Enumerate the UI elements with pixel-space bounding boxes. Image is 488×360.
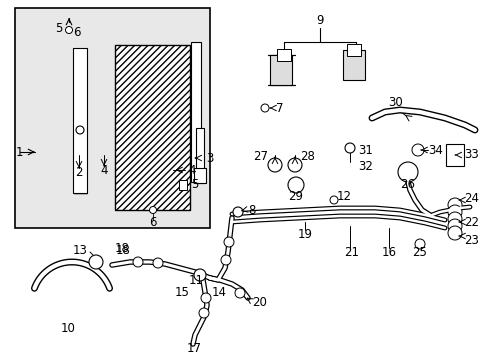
Text: 16: 16 <box>381 246 396 258</box>
Circle shape <box>224 237 234 247</box>
Circle shape <box>235 288 244 298</box>
Bar <box>15 8 209 228</box>
Text: 15: 15 <box>175 285 190 298</box>
Bar <box>346 44 360 56</box>
Text: 28: 28 <box>299 149 314 162</box>
Text: 22: 22 <box>463 216 478 229</box>
Circle shape <box>345 143 354 153</box>
Text: 26: 26 <box>400 177 415 190</box>
Text: 18: 18 <box>116 243 131 256</box>
Text: 12: 12 <box>336 189 351 202</box>
Circle shape <box>447 226 461 240</box>
Circle shape <box>65 27 72 33</box>
Circle shape <box>76 126 84 134</box>
Text: 18: 18 <box>115 242 130 255</box>
Circle shape <box>411 144 423 156</box>
Bar <box>194 167 205 183</box>
Text: 31: 31 <box>357 144 372 157</box>
Text: 2: 2 <box>75 166 82 179</box>
Bar <box>269 55 291 85</box>
Bar <box>73 48 87 193</box>
Circle shape <box>194 269 205 281</box>
Text: 20: 20 <box>251 296 266 309</box>
Circle shape <box>414 239 424 249</box>
Text: 4: 4 <box>100 163 107 176</box>
Bar <box>191 42 201 182</box>
Text: 10: 10 <box>61 321 75 334</box>
Text: 5: 5 <box>55 22 62 35</box>
Circle shape <box>89 255 103 269</box>
Circle shape <box>447 198 461 212</box>
Text: 4: 4 <box>187 163 195 176</box>
Bar <box>276 49 290 61</box>
Bar <box>445 144 463 166</box>
Circle shape <box>232 207 243 217</box>
Bar <box>179 180 186 190</box>
Circle shape <box>201 293 210 303</box>
Circle shape <box>153 258 163 268</box>
Text: 7: 7 <box>275 102 283 114</box>
Bar <box>115 45 190 210</box>
Text: 6: 6 <box>73 26 81 39</box>
Text: 11: 11 <box>188 274 203 287</box>
Text: 30: 30 <box>388 95 403 108</box>
Text: 14: 14 <box>212 285 226 298</box>
Circle shape <box>287 177 304 193</box>
Text: 3: 3 <box>205 152 213 165</box>
Text: 24: 24 <box>463 192 478 204</box>
Circle shape <box>447 212 461 226</box>
Text: 33: 33 <box>463 148 478 162</box>
Text: 29: 29 <box>288 189 303 202</box>
Circle shape <box>267 158 282 172</box>
Text: 9: 9 <box>316 13 323 27</box>
Circle shape <box>261 104 268 112</box>
Text: 17: 17 <box>186 342 201 355</box>
Circle shape <box>447 219 461 233</box>
Text: 25: 25 <box>412 246 427 258</box>
Circle shape <box>199 308 208 318</box>
Text: 21: 21 <box>344 246 359 258</box>
Text: 13: 13 <box>73 243 88 256</box>
Circle shape <box>221 255 230 265</box>
Circle shape <box>447 205 461 219</box>
Text: 5: 5 <box>191 179 198 192</box>
Text: 6: 6 <box>149 216 157 229</box>
Text: 8: 8 <box>247 203 255 216</box>
Circle shape <box>133 257 142 267</box>
Bar <box>342 50 364 80</box>
Text: 23: 23 <box>463 234 478 247</box>
Text: 34: 34 <box>427 144 442 157</box>
Text: 32: 32 <box>357 159 372 172</box>
Text: 1: 1 <box>16 145 23 158</box>
Circle shape <box>397 162 417 182</box>
Circle shape <box>329 196 337 204</box>
Text: 19: 19 <box>297 228 312 240</box>
Circle shape <box>149 207 156 213</box>
Circle shape <box>287 158 302 172</box>
Bar <box>196 127 203 183</box>
Text: 27: 27 <box>252 149 267 162</box>
